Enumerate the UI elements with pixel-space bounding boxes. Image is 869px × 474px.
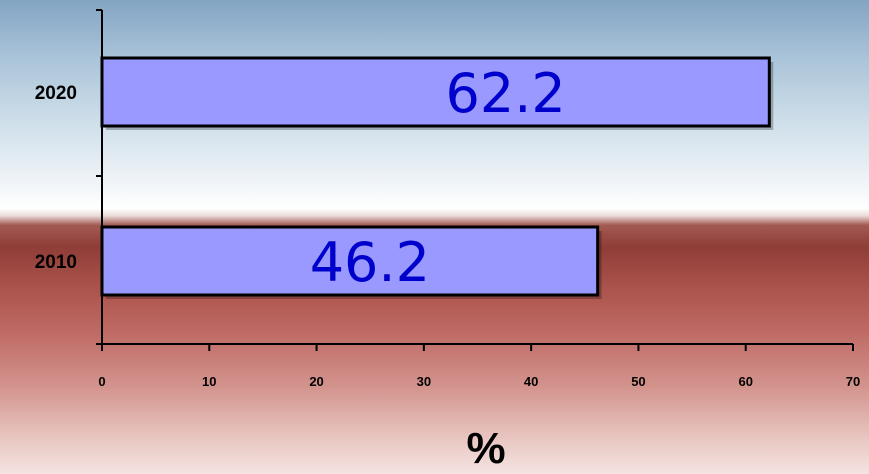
- x-tick-label-0: 0: [98, 374, 105, 389]
- x-tick-label-30: 30: [417, 374, 431, 389]
- bars-group: 46.2 62.2: [100, 56, 774, 299]
- bar-2020: [100, 56, 771, 128]
- x-axis-title: %: [466, 424, 505, 473]
- category-labels-group: 2010 2020: [35, 83, 77, 273]
- x-tick-label-60: 60: [738, 374, 752, 389]
- x-tick-label-40: 40: [524, 374, 538, 389]
- x-tick-label-10: 10: [202, 374, 216, 389]
- category-label-2020: 2020: [35, 83, 77, 104]
- bar-2010: [100, 225, 600, 297]
- data-label-2010: 46.2: [310, 231, 430, 294]
- data-label-2020: 62.2: [446, 62, 566, 125]
- category-label-2010: 2010: [35, 252, 77, 273]
- x-tick-label-20: 20: [309, 374, 323, 389]
- x-tick-label-50: 50: [631, 374, 645, 389]
- x-ticks-group: 0 10 20 30 40 50 60 70: [96, 9, 860, 389]
- x-tick-label-70: 70: [846, 374, 860, 389]
